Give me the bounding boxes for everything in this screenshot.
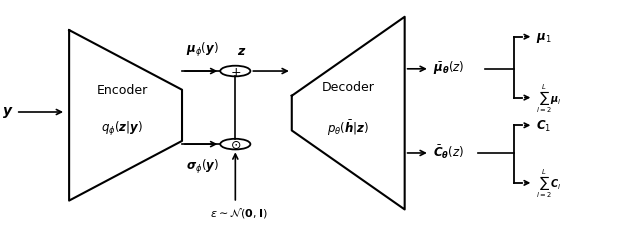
Text: $\boldsymbol{\sigma}_{\phi}(\boldsymbol{y})$: $\boldsymbol{\sigma}_{\phi}(\boldsymbol{… (186, 158, 219, 176)
Text: $\varepsilon \sim \mathcal{N}(\mathbf{0}, \mathbf{I})$: $\varepsilon \sim \mathcal{N}(\mathbf{0}… (210, 205, 268, 219)
Text: $\boldsymbol{\mu}_1$: $\boldsymbol{\mu}_1$ (536, 31, 552, 45)
Text: $\sum_{l=2}^{L} \boldsymbol{C}_l$: $\sum_{l=2}^{L} \boldsymbol{C}_l$ (536, 167, 562, 199)
Text: Decoder: Decoder (322, 81, 374, 94)
Text: $\boldsymbol{C}_1$: $\boldsymbol{C}_1$ (536, 118, 552, 133)
Text: $\boldsymbol{y}$: $\boldsymbol{y}$ (3, 105, 14, 120)
Text: $\bar{\boldsymbol{C}}_{\boldsymbol{\theta}}(z)$: $\bar{\boldsymbol{C}}_{\boldsymbol{\thet… (433, 142, 464, 160)
Text: $+$: $+$ (230, 65, 241, 78)
Text: $\odot$: $\odot$ (230, 138, 241, 151)
Text: $\bar{\boldsymbol{\mu}}_{\boldsymbol{\theta}}(z)$: $\bar{\boldsymbol{\mu}}_{\boldsymbol{\th… (433, 59, 465, 76)
Text: $\boldsymbol{\mu}_{\phi}(\boldsymbol{y})$: $\boldsymbol{\mu}_{\phi}(\boldsymbol{y})… (186, 41, 219, 59)
Text: $\sum_{l=2}^{L} \boldsymbol{\mu}_l$: $\sum_{l=2}^{L} \boldsymbol{\mu}_l$ (536, 82, 562, 115)
Text: Encoder: Encoder (97, 84, 148, 97)
Text: $p_{\theta}(\bar{\boldsymbol{h}}|\boldsymbol{z})$: $p_{\theta}(\bar{\boldsymbol{h}}|\boldsy… (327, 118, 369, 138)
Text: $q_{\phi}(\boldsymbol{z}|\boldsymbol{y})$: $q_{\phi}(\boldsymbol{z}|\boldsymbol{y})… (102, 119, 143, 137)
Text: $\boldsymbol{z}$: $\boldsymbol{z}$ (237, 45, 246, 57)
